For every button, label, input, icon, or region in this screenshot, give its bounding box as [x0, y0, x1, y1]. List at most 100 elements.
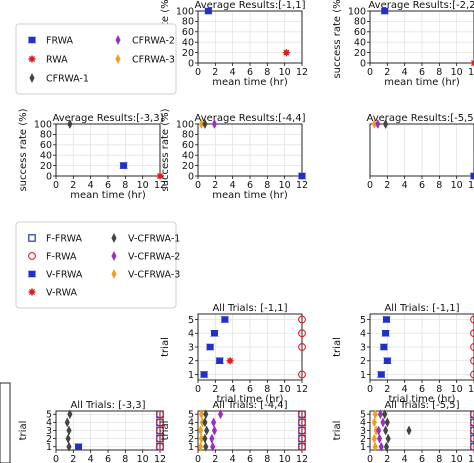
y-tick-label: 0	[360, 58, 366, 69]
x-tick-label: 6	[419, 384, 425, 395]
data-point	[205, 343, 215, 351]
y-tick-label: 0	[188, 171, 194, 182]
x-tick-label: 4	[402, 454, 408, 463]
data-point	[376, 371, 386, 378]
legend-label: F-FRWA	[46, 234, 82, 245]
data-point	[156, 172, 164, 180]
x-tick-label: 8	[122, 180, 128, 191]
y-tick-label: 3	[188, 342, 194, 353]
data-point	[297, 172, 307, 180]
data-point	[64, 417, 70, 428]
x-tick-label: 6	[247, 180, 253, 191]
x-tick-label: 12	[154, 180, 166, 191]
y-tick-label: 2	[360, 434, 366, 445]
chart-title: Average Results:[-2,2	[368, 0, 474, 11]
data-point	[67, 118, 73, 130]
data-point	[469, 172, 474, 180]
x-tick-label: 6	[419, 454, 425, 463]
data-point	[375, 118, 381, 130]
y-tick-label: 1	[360, 442, 366, 453]
data-point	[383, 425, 389, 436]
y-axis-label: success rate (%)	[332, 0, 343, 79]
legend-label: CFRWA-3	[132, 55, 175, 66]
data-point	[470, 434, 474, 443]
data-point	[376, 433, 383, 444]
data-point	[470, 343, 474, 351]
legend-label: FRWA	[46, 36, 74, 47]
data-point	[298, 442, 306, 451]
chart-title: Average Results:[-4,4]	[194, 113, 305, 124]
y-tick-label: 100	[176, 119, 194, 130]
data-point	[383, 441, 390, 452]
data-point	[382, 409, 388, 420]
y-axis-label: trial	[160, 421, 171, 441]
x-tick-label: 4	[402, 384, 408, 395]
data-point	[198, 409, 205, 420]
legend-label: V-CFRWA-2	[128, 252, 180, 263]
legend-label: V-CFRWA-1	[128, 234, 180, 245]
x-tick-label: 12	[296, 454, 308, 463]
legend-bottom: F-FRWA V-CFRWA-1 F-RWA V-CFRWA-2 V-FRWA V-CFR…	[15, 221, 180, 309]
x-tick-label: 8	[436, 454, 442, 463]
y-tick-label: 2	[360, 356, 366, 367]
legend-marker	[28, 234, 36, 242]
y-tick-label: 100	[348, 6, 366, 17]
y-tick-label: 3	[46, 426, 52, 437]
data-point	[470, 370, 474, 379]
legend-label: CFRWA-2	[132, 36, 175, 47]
x-tick-label: 6	[419, 180, 425, 191]
y-tick-label: 4	[46, 418, 52, 429]
x-tick-label: 0	[53, 454, 59, 463]
legend-marker	[28, 288, 36, 296]
data-point	[211, 417, 217, 428]
y-axis-label: trial	[332, 421, 343, 441]
data-point	[203, 409, 209, 420]
data-point	[470, 59, 474, 67]
legend-marker	[27, 270, 37, 278]
data-point	[378, 441, 384, 452]
y-tick-label: 5	[360, 315, 366, 326]
data-point	[202, 118, 208, 130]
x-tick-label: 8	[264, 454, 270, 463]
x-tick-label: 2	[384, 384, 390, 395]
data-point	[406, 425, 412, 436]
y-tick-label: 2	[188, 434, 194, 445]
y-tick-label: 3	[360, 342, 366, 353]
legend-marker	[115, 53, 121, 65]
data-point	[377, 409, 383, 420]
y-axis-label: success rate (%)	[18, 108, 29, 191]
x-tick-label: 12	[468, 180, 474, 191]
y-tick-label: 3	[360, 426, 366, 437]
data-point	[65, 433, 71, 444]
data-point	[298, 410, 306, 419]
y-tick-label: 4	[360, 329, 366, 340]
data-point	[209, 433, 215, 444]
x-tick-label: 12	[468, 67, 474, 78]
y-axis-label: success rate (%)	[160, 108, 171, 191]
y-tick-label: 0	[188, 58, 194, 69]
data-point	[198, 441, 204, 452]
x-tick-label: 2	[384, 180, 390, 191]
data-point	[470, 410, 474, 419]
legend-label: CFRWA-1	[46, 74, 89, 85]
x-tick-label: 10	[279, 67, 291, 78]
y-tick-label: 60	[182, 140, 194, 151]
x-tick-label: 12	[296, 67, 308, 78]
chart-panel-5: 02 468 10 12 Average Results:[-5,5]	[366, 113, 474, 191]
legend-marker	[29, 72, 35, 84]
data-point	[383, 118, 389, 130]
legend-marker	[111, 250, 117, 262]
data-point	[371, 433, 377, 444]
x-tick-label: 12	[154, 454, 166, 463]
data-point	[380, 417, 386, 428]
x-axis-label: trial time (hr)	[217, 394, 284, 405]
x-tick-label: 10	[137, 180, 149, 191]
y-tick-label: 100	[34, 119, 52, 130]
data-point	[204, 425, 210, 436]
data-point	[198, 425, 204, 436]
x-tick-label: 8	[436, 384, 442, 395]
x-tick-label: 8	[436, 180, 442, 191]
